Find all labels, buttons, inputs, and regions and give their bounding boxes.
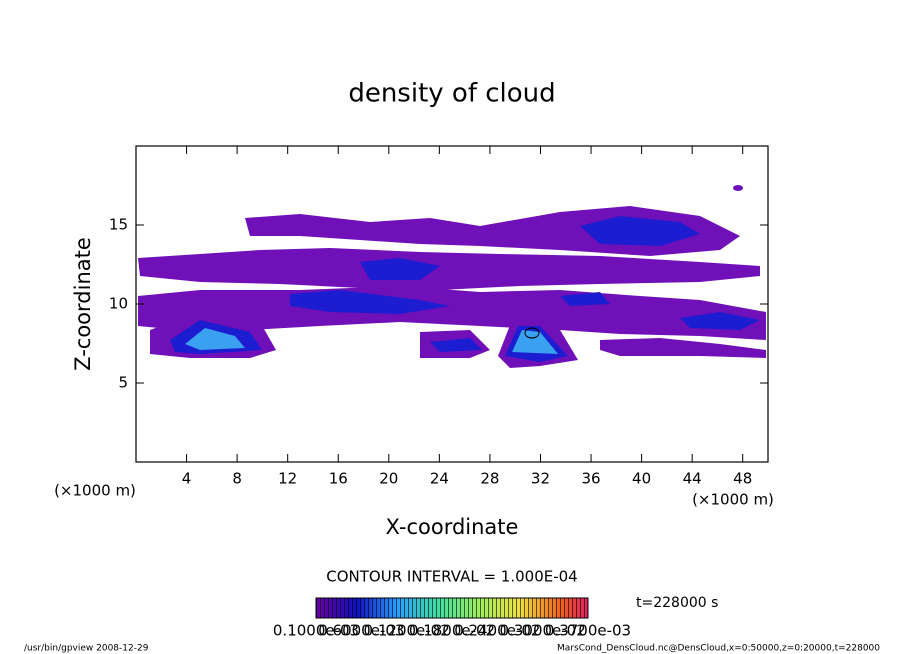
x-tick-label: 36 (581, 470, 600, 488)
x-tick-label: 12 (278, 470, 297, 488)
colorbar-label: 0.1800e-02 (409, 622, 495, 640)
colorbar-frame (315, 597, 589, 619)
y-tick-label: 5 (118, 374, 128, 392)
x-tick-label: 24 (430, 470, 449, 488)
x-tick-label: 40 (632, 470, 651, 488)
x-unit-left: (×1000 m) (54, 482, 136, 500)
x-unit-right: (×1000 m) (692, 491, 774, 509)
footer-right: MarsCond_DensCloud.nc@DensCloud,x=0:5000… (557, 644, 880, 654)
x-tick-label: 4 (182, 470, 192, 488)
y-tick-label: 10 (109, 295, 128, 313)
footer-left: /usr/bin/gpview 2008-12-29 (24, 644, 149, 654)
colorbar-lines (316, 598, 588, 618)
colorbar-label: 0.1200e-02 (364, 622, 450, 640)
colorbar-label: 0.6000e-03 (318, 622, 404, 640)
time-label: t=228000 s (636, 595, 718, 611)
colorbar-label: 0.3000e-02 (500, 622, 586, 640)
x-tick-label: 32 (531, 470, 550, 488)
x-axis-label: X-coordinate (386, 515, 519, 539)
colorbar-label: 0.3700e-03 (545, 622, 631, 640)
x-tick-label: 48 (733, 470, 752, 488)
x-tick-label: 16 (329, 470, 348, 488)
y-tick-label: 15 (109, 216, 128, 234)
x-tick-label: 8 (232, 470, 242, 488)
contour-interval: CONTOUR INTERVAL = 1.000E-04 (326, 568, 577, 586)
chart-title: density of cloud (348, 79, 555, 109)
colorbar-label: 0.2400e-02 (454, 622, 540, 640)
cloud-field (138, 185, 766, 368)
y-axis-label: Z-coordinate (71, 237, 95, 371)
x-tick-label: 20 (379, 470, 398, 488)
x-tick-label: 44 (683, 470, 702, 488)
colorbar-label: 0.1000e-03 (273, 622, 359, 640)
x-tick-label: 28 (480, 470, 499, 488)
